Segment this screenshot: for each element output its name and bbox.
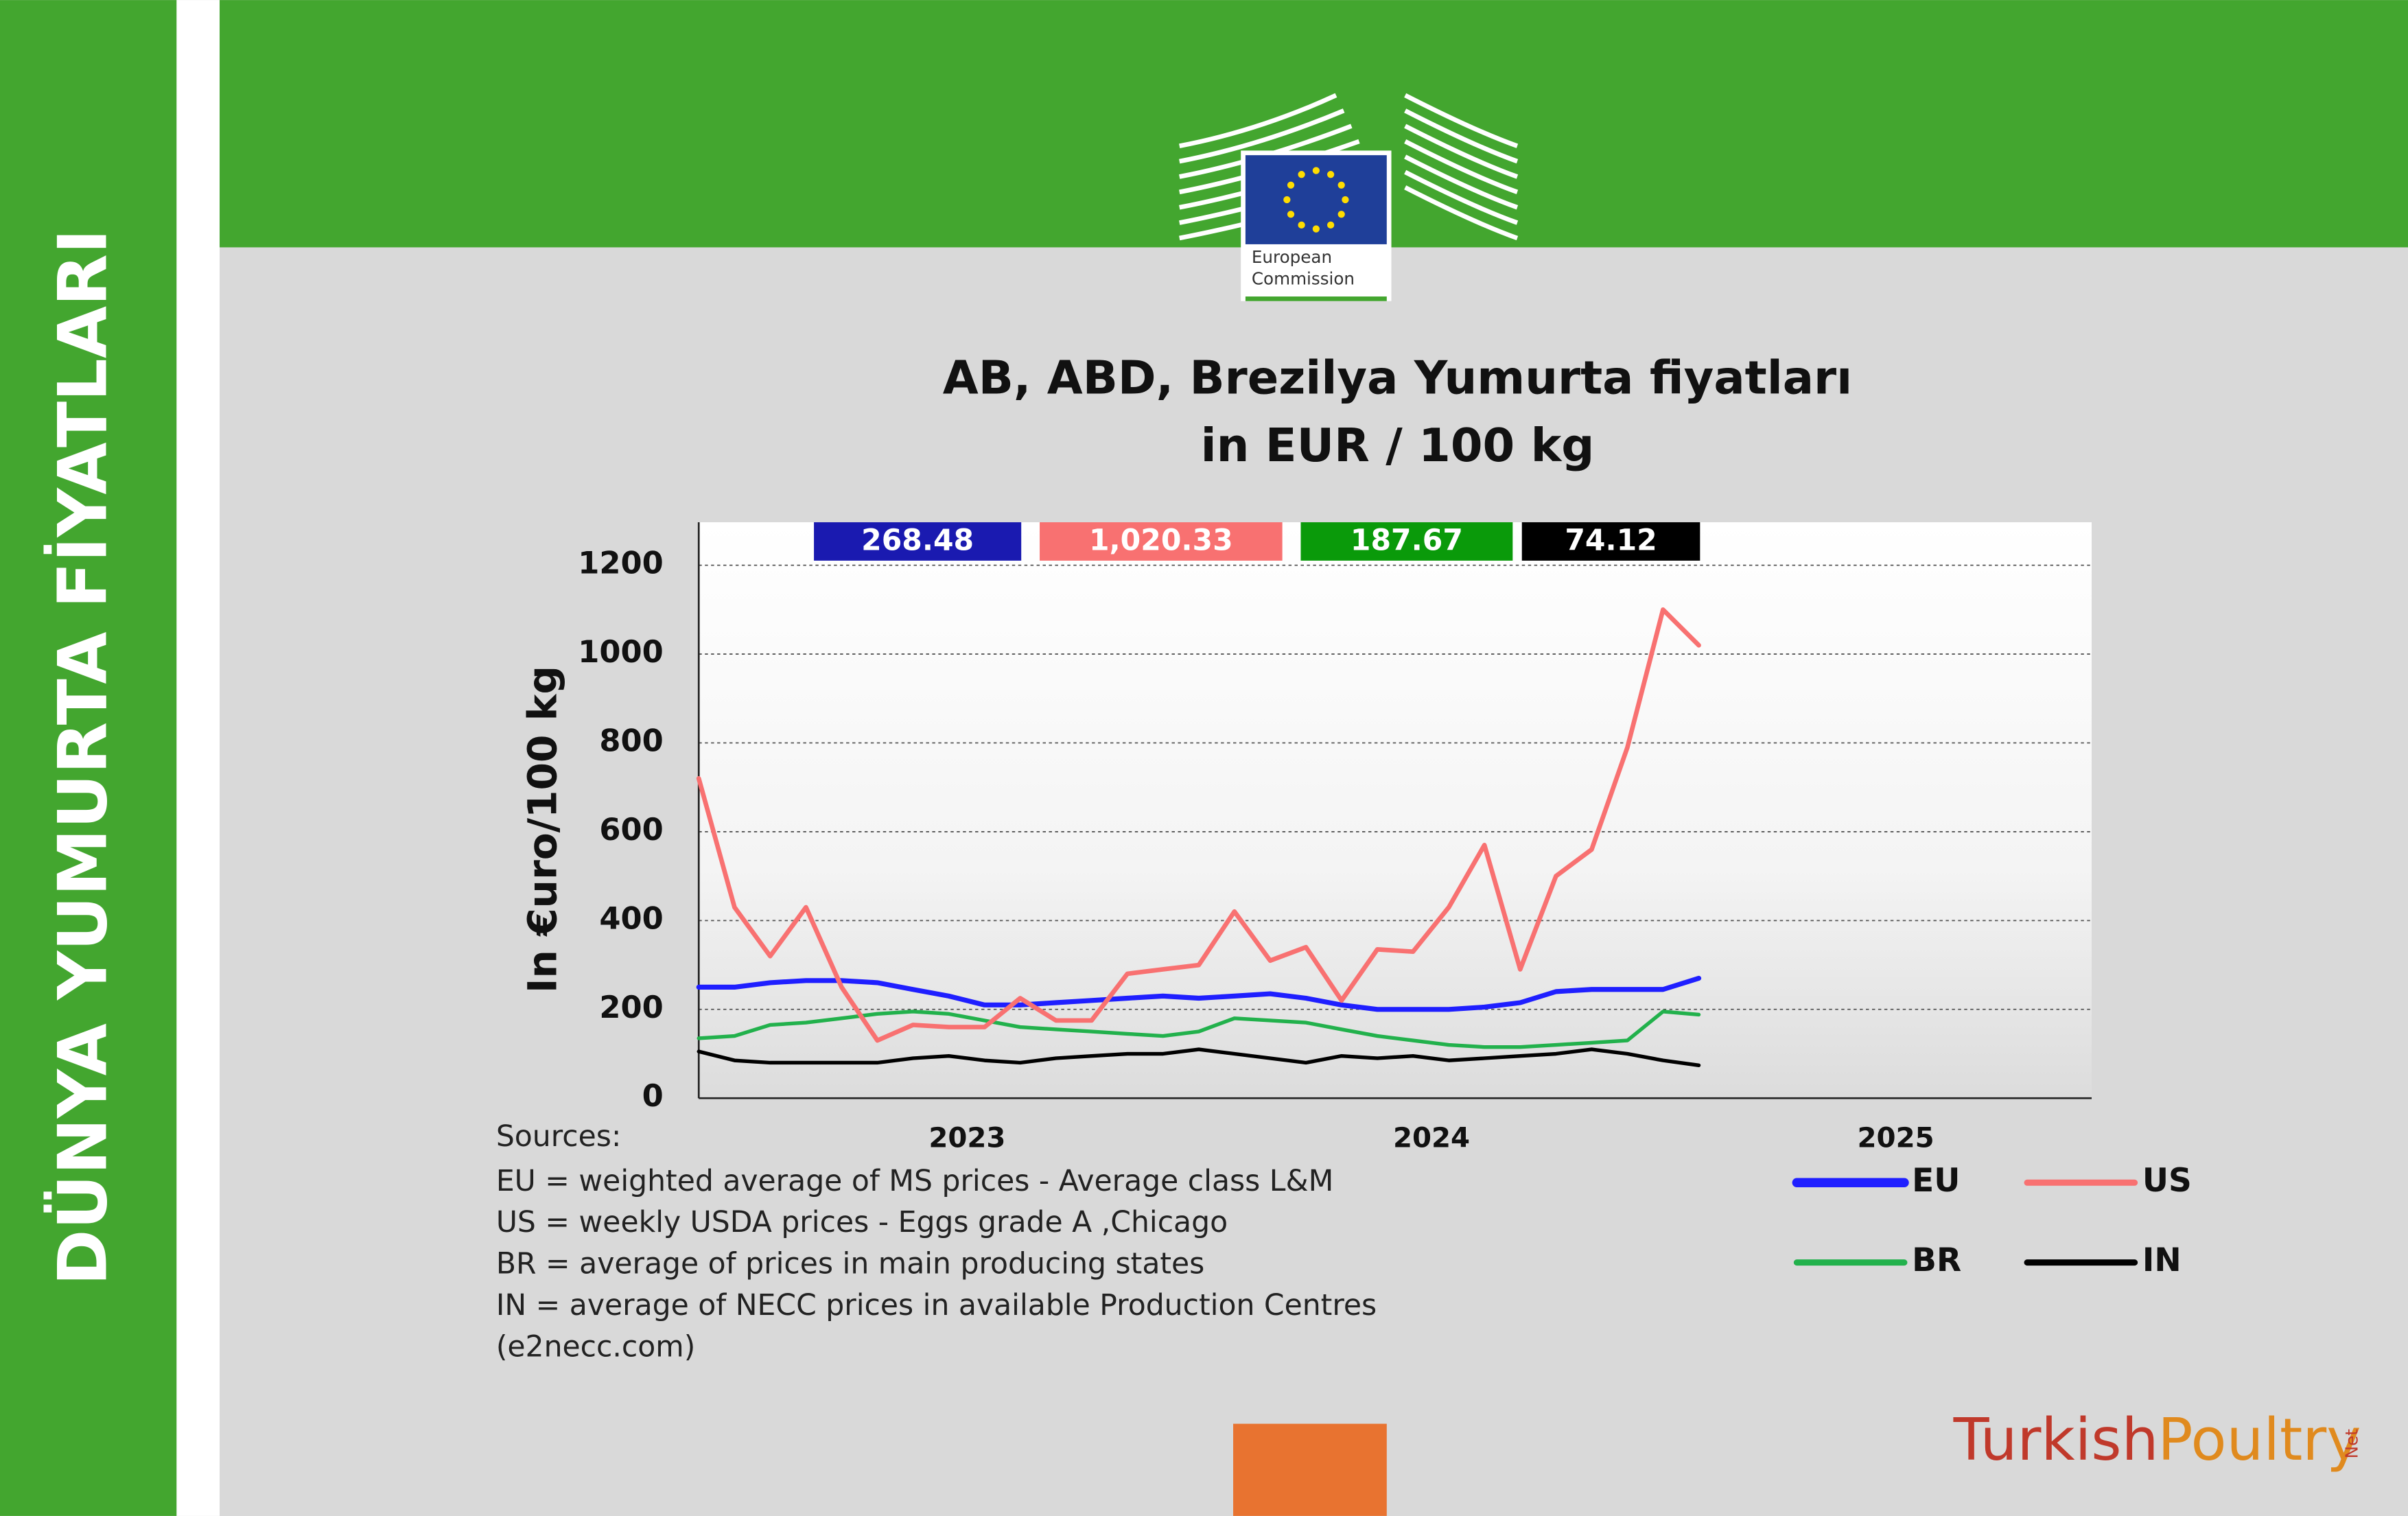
latest-value-label: 74.12	[1565, 524, 1657, 558]
y-tick-label: 1000	[578, 633, 664, 670]
brand-suffix: Net	[2341, 1429, 2361, 1459]
star	[1298, 171, 1305, 178]
star	[1342, 196, 1349, 204]
ec-logo: European Commission	[1179, 93, 1519, 301]
star	[1298, 221, 1305, 229]
legend-label: US	[2142, 1162, 2192, 1200]
sidebar	[0, 0, 177, 1516]
x-tick-label: 2025	[1858, 1123, 1934, 1154]
star	[1287, 211, 1295, 218]
series-line	[696, 607, 1701, 1043]
series-line	[697, 1010, 1701, 1049]
brand-text: Turkish	[1953, 1406, 2159, 1474]
sources-heading: Sources:	[496, 1120, 621, 1154]
latest-value-label: 187.67	[1351, 524, 1463, 558]
star	[1337, 211, 1345, 218]
sources-line: IN = average of NECC prices in available…	[496, 1289, 1377, 1322]
sidebar-title: DÜNYA YUMURTA FİYATLARI	[43, 229, 122, 1285]
latest-value-label: 268.48	[861, 524, 974, 558]
y-tick-label: 400	[599, 900, 663, 936]
series-line	[697, 1047, 1701, 1067]
latest-value-box	[1040, 522, 1283, 561]
chart-title: AB, ABD, Brezilya Yumurta fiyatları	[943, 351, 1852, 405]
y-tick-label: 200	[599, 989, 663, 1025]
star	[1326, 171, 1335, 178]
orange-block	[1233, 1423, 1387, 1516]
plot-area	[699, 522, 2092, 1099]
y-axis-label: In €uro/100 kg	[519, 666, 566, 993]
star	[1283, 196, 1291, 204]
y-tick-label: 0	[642, 1077, 664, 1114]
latest-value-label: 1,020.33	[1089, 524, 1233, 558]
sources-line: EU = weighted average of MS prices - Ave…	[496, 1165, 1333, 1198]
brand-text: Poultry	[2158, 1406, 2361, 1474]
sidebar-gap	[176, 0, 220, 1516]
x-tick-label: 2024	[1393, 1123, 1470, 1154]
latest-value-box	[1521, 522, 1700, 561]
star	[1326, 221, 1335, 229]
logo-text: Commission	[1252, 268, 1355, 288]
chart: 0 200 400 600 800 1000 1200 2023 2024 2025 268.48 1…	[496, 522, 2192, 1364]
legend-label: BR	[1912, 1241, 1961, 1279]
star	[1312, 167, 1320, 174]
star	[1312, 225, 1320, 233]
y-tick-label: 800	[599, 722, 663, 758]
chart-subtitle: in EUR / 100 kg	[1201, 419, 1595, 472]
logo-text: European	[1252, 247, 1332, 267]
y-tick-label: 1200	[578, 545, 664, 581]
legend-label: EU	[1912, 1162, 1960, 1200]
sources-line: BR = average of prices in main producing…	[496, 1248, 1205, 1281]
x-tick-label: 2023	[928, 1123, 1005, 1154]
brand-logo: Turkish Poultry Net	[1953, 1406, 2362, 1474]
sources-line: US = weekly USDA prices - Eggs grade A ,…	[496, 1206, 1228, 1239]
y-tick-label: 600	[599, 811, 663, 848]
latest-value-box	[1300, 522, 1513, 561]
legend-label: IN	[2142, 1241, 2182, 1279]
star	[1337, 181, 1345, 189]
latest-value-box	[814, 522, 1022, 561]
star	[1287, 181, 1295, 189]
sources-line: (e2necc.com)	[496, 1330, 695, 1364]
series-line	[696, 975, 1702, 1012]
